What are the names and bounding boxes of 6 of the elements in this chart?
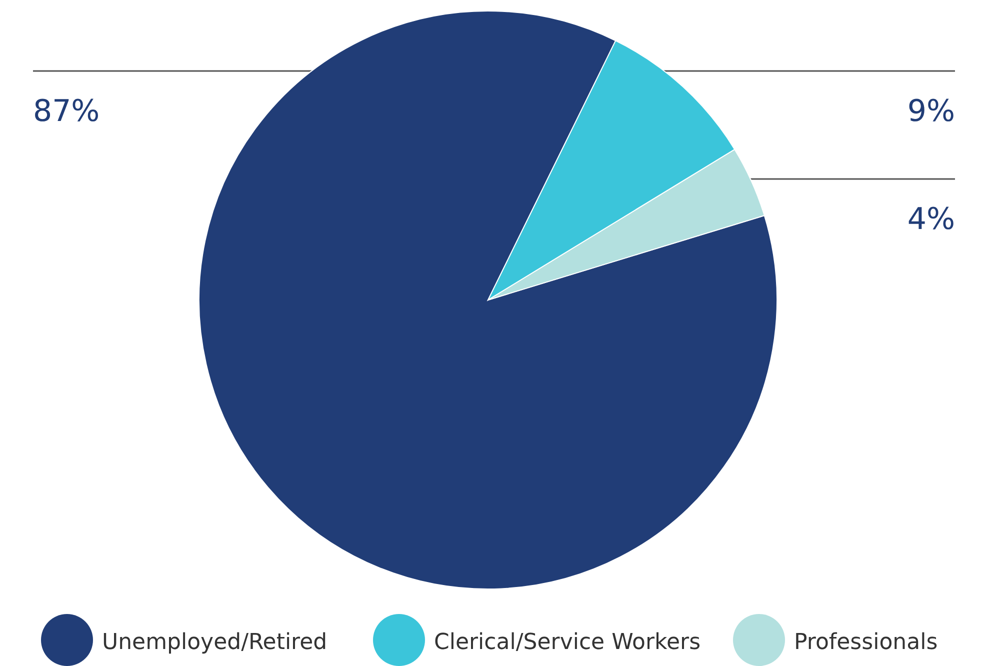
- data-label: 87%: [33, 94, 100, 129]
- legend-label: Clerical/Service Workers: [434, 630, 701, 655]
- data-label: 4%: [907, 202, 955, 237]
- legend-label: Unemployed/Retired: [102, 630, 328, 655]
- data-label: 9%: [907, 94, 955, 129]
- legend-label: Professionals: [794, 630, 938, 655]
